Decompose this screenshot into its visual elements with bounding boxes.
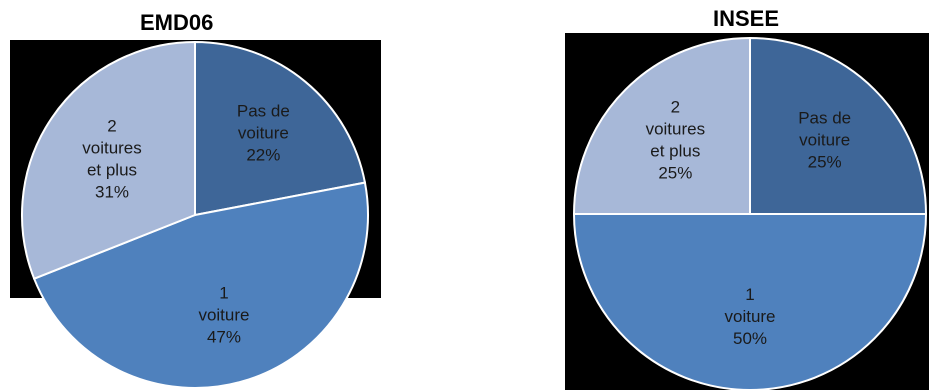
pie-slice-emd06-1-voiture [32,181,370,390]
chart-title-insee: INSEE [713,6,780,31]
slice-label-insee-2-voitures-et-plus: 2 voitures et plus 25% [646,97,706,182]
slice-label-emd06-pas-de-voiture: Pas de voiture 22% [237,101,290,164]
slice-label-emd06-1-voiture: 1 voiture 47% [198,284,249,347]
pie-slice-emd06-2-voitures-et-plus [21,40,196,280]
slice-label-insee-1-voiture: 1 voiture 50% [724,285,775,348]
pie-slice-insee-pas-de-voiture [749,36,928,215]
pie-slice-insee-2-voitures-et-plus [572,36,751,215]
pie-emd06: Pas de voiture 22% 1 voiture 47% 2 voitures et p… [21,40,370,390]
slice-label-insee-pas-de-voiture: Pas de voiture 25% [798,108,851,171]
pie-slice-emd06-pas-de-voiture [194,40,367,217]
chart-title-emd06: EMD06 [140,10,214,35]
pie-insee: Pas de voiture 25% 1 voiture 50% 2 voitures et p… [572,36,928,390]
slice-label-emd06-2-voitures-et-plus: 2 voitures et plus 31% [82,117,142,202]
